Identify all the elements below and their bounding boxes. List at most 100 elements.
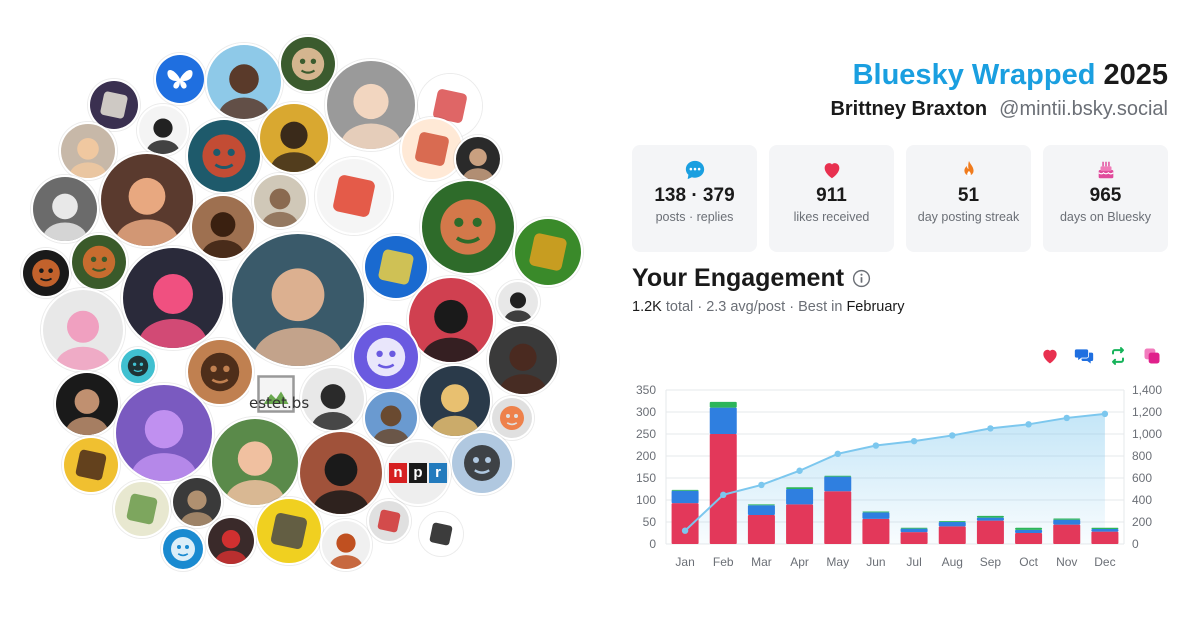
avatar-broken-image[interactable]: estet.bs	[249, 372, 309, 413]
avatar[interactable]	[352, 323, 420, 391]
avatar[interactable]	[255, 497, 323, 565]
avatar[interactable]	[206, 516, 256, 566]
avatar[interactable]	[121, 246, 225, 350]
heart-icon[interactable]	[1040, 346, 1060, 366]
bar-segment[interactable]	[938, 526, 966, 544]
bar-segment[interactable]	[862, 511, 890, 513]
bar-segment[interactable]	[709, 434, 737, 544]
avatar[interactable]	[400, 117, 464, 181]
avatar[interactable]	[70, 233, 128, 291]
avatar[interactable]	[205, 43, 283, 121]
avatar[interactable]	[113, 480, 171, 538]
bar-segment[interactable]	[786, 504, 814, 544]
replies-icon[interactable]	[1074, 346, 1094, 366]
avatar[interactable]	[41, 288, 125, 372]
cumulative-point[interactable]	[1101, 410, 1109, 418]
info-icon[interactable]	[852, 269, 871, 288]
cumulative-point[interactable]	[910, 437, 918, 445]
bar-segment[interactable]	[824, 476, 852, 492]
avatar[interactable]	[407, 276, 495, 364]
cumulative-point[interactable]	[1025, 421, 1032, 428]
bar-segment[interactable]	[1053, 519, 1081, 525]
avatar[interactable]	[300, 366, 366, 432]
avatar[interactable]	[171, 476, 223, 528]
bar-segment[interactable]	[862, 518, 890, 544]
cumulative-point[interactable]	[987, 425, 994, 432]
bar-segment[interactable]	[786, 487, 814, 489]
cumulative-point[interactable]	[720, 491, 727, 499]
bar-segment[interactable]	[900, 532, 928, 544]
bar-segment[interactable]	[671, 489, 699, 491]
avatar[interactable]	[363, 390, 419, 446]
avatar[interactable]	[513, 217, 583, 287]
avatar[interactable]	[161, 527, 205, 571]
bar-segment[interactable]	[976, 517, 1004, 521]
bar-segment[interactable]	[938, 522, 966, 527]
bar-segment[interactable]	[709, 407, 737, 434]
avatar[interactable]	[496, 280, 540, 324]
cumulative-point[interactable]	[1063, 414, 1070, 422]
avatar[interactable]	[230, 232, 366, 368]
avatar[interactable]	[320, 519, 372, 571]
avatar[interactable]	[419, 512, 463, 556]
bar-segment[interactable]	[900, 528, 928, 533]
avatar[interactable]	[258, 102, 330, 174]
bar-segment[interactable]	[938, 521, 966, 522]
avatar[interactable]	[315, 157, 393, 235]
avatar[interactable]	[325, 59, 417, 151]
bar-segment[interactable]	[862, 512, 890, 519]
avatar[interactable]	[186, 118, 262, 194]
avatar[interactable]	[88, 79, 140, 131]
bar-segment[interactable]	[747, 505, 775, 515]
avatar[interactable]	[119, 347, 157, 385]
avatar[interactable]	[420, 179, 516, 275]
bar-segment[interactable]	[1053, 524, 1081, 544]
bar-segment[interactable]	[709, 401, 737, 408]
bar-segment[interactable]	[900, 527, 928, 529]
avatar[interactable]	[99, 152, 195, 248]
avatar[interactable]	[190, 194, 256, 260]
bar-segment[interactable]	[1091, 531, 1119, 544]
bar-segment[interactable]	[824, 475, 852, 477]
bar-segment[interactable]	[1091, 527, 1119, 530]
avatar[interactable]	[114, 383, 214, 483]
bar-segment[interactable]	[976, 515, 1004, 518]
avatar[interactable]	[454, 135, 502, 183]
avatar[interactable]	[62, 436, 120, 494]
cumulative-point[interactable]	[834, 450, 841, 457]
bar-segment[interactable]	[671, 503, 699, 544]
avatar[interactable]	[21, 248, 71, 298]
avatar[interactable]	[298, 430, 384, 516]
repost-icon[interactable]	[1108, 346, 1128, 366]
avatar[interactable]	[186, 338, 254, 406]
avatar[interactable]	[210, 417, 300, 507]
bar-segment[interactable]	[786, 489, 814, 505]
bar-segment[interactable]	[1015, 527, 1043, 530]
bar-segment[interactable]	[1053, 518, 1081, 520]
bar-segment[interactable]	[824, 491, 852, 544]
cumulative-point[interactable]	[872, 442, 880, 449]
avatar[interactable]	[59, 122, 117, 180]
quote-icon[interactable]	[1142, 346, 1162, 366]
avatar[interactable]	[137, 104, 189, 156]
cumulative-point[interactable]	[758, 481, 765, 489]
avatar[interactable]	[487, 324, 559, 396]
avatar[interactable]	[363, 234, 429, 300]
bar-segment[interactable]	[747, 514, 775, 544]
cumulative-point[interactable]	[949, 432, 956, 439]
avatar[interactable]	[252, 173, 308, 229]
avatar[interactable]	[54, 371, 120, 437]
cumulative-point[interactable]	[681, 527, 689, 534]
avatar[interactable]	[418, 364, 492, 438]
bar-segment[interactable]	[1091, 529, 1119, 532]
avatar[interactable]	[367, 499, 411, 543]
avatar[interactable]	[490, 396, 534, 440]
avatar[interactable]	[154, 53, 206, 105]
bar-segment[interactable]	[976, 520, 1004, 544]
avatar[interactable]	[31, 175, 99, 243]
bar-segment[interactable]	[1015, 529, 1043, 533]
cumulative-point[interactable]	[796, 467, 803, 474]
avatar[interactable]	[450, 431, 514, 495]
avatar[interactable]	[279, 35, 337, 93]
